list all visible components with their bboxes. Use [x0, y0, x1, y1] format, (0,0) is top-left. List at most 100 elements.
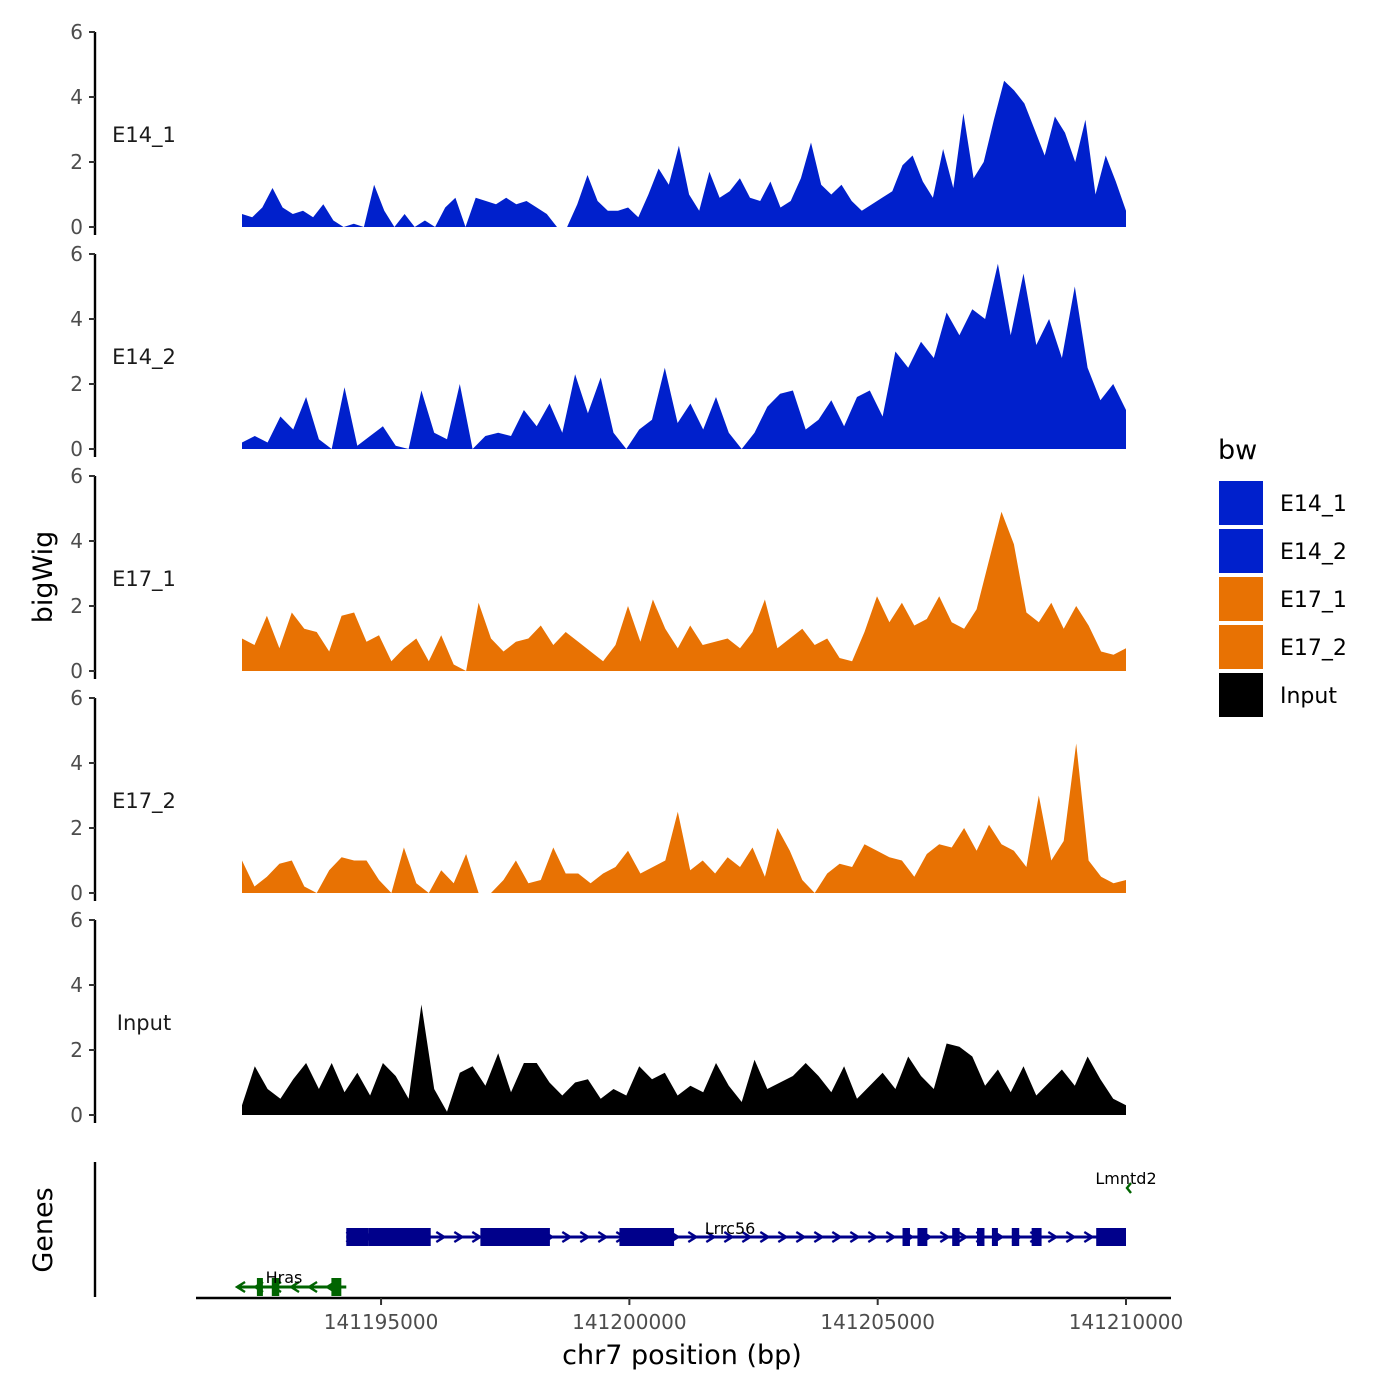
- gene-exon: [619, 1228, 675, 1246]
- y-tick-label: 2: [70, 372, 83, 396]
- gene-exon: [331, 1278, 342, 1296]
- strand-chevron: [1065, 1230, 1077, 1244]
- y-axis-title: bigWig: [28, 531, 59, 624]
- legend-label: E14_1: [1280, 492, 1347, 517]
- gene-exon: [346, 1228, 369, 1246]
- legend-label: E14_2: [1280, 540, 1347, 565]
- y-tick-label: 2: [70, 594, 83, 618]
- gene-track: Lrrc56 Hras Lmntd2: [93, 1162, 1157, 1297]
- strand-chevron: [306, 1280, 318, 1294]
- legend-swatch-E14_2: [1219, 529, 1263, 573]
- gene-exon: [991, 1228, 998, 1246]
- area-series-E14_1: [242, 80, 1126, 227]
- track-E17_2: 0 2 4 6 E17_2: [70, 686, 1126, 905]
- gene-exon: [902, 1228, 910, 1246]
- y-tick-label: 4: [70, 529, 83, 553]
- strand-chevron: [957, 1230, 969, 1244]
- y-tick-label: 6: [70, 242, 83, 266]
- y-tick-label: 0: [70, 215, 83, 239]
- strand-chevron: [741, 1230, 753, 1244]
- y-tick-label: 4: [70, 307, 83, 331]
- gene-exon: [480, 1228, 550, 1246]
- y-tick-label: 4: [70, 973, 83, 997]
- gene-exon: [952, 1228, 960, 1246]
- gene-label: Lmntd2: [1095, 1169, 1156, 1188]
- x-tick-label: 141195000: [324, 1310, 439, 1334]
- legend-swatch-E14_1: [1219, 481, 1263, 525]
- strand-chevron: [687, 1230, 699, 1244]
- gene-Hras: Hras: [234, 1268, 347, 1296]
- gene-Lmntd2: Lmntd2: [1095, 1169, 1157, 1194]
- legend-swatch-E17_1: [1219, 577, 1263, 621]
- y-tick-label: 0: [70, 1103, 83, 1127]
- y-tick-label: 2: [70, 150, 83, 174]
- gene-exon: [1031, 1228, 1042, 1246]
- y-tick-label: 6: [70, 908, 83, 932]
- x-axis-ticks: 141195000 141200000 141205000 141210000: [324, 1298, 1183, 1334]
- y-tick-label: 6: [70, 464, 83, 488]
- area-series-E17_1: [242, 511, 1126, 671]
- track-label: E17_2: [112, 789, 176, 814]
- legend: bw E14_1 E14_2 E17_1 E17_2 Input: [1218, 435, 1347, 717]
- strand-chevron: [831, 1230, 843, 1244]
- y-tick-label: 0: [70, 881, 83, 905]
- track-label: E17_1: [112, 567, 176, 592]
- gene-exon: [256, 1278, 263, 1296]
- area-series-E17_2: [242, 743, 1126, 893]
- strand-chevron: [723, 1230, 735, 1244]
- y-tick-label: 4: [70, 85, 83, 109]
- gene-exon: [368, 1228, 431, 1246]
- strand-chevron: [597, 1230, 609, 1244]
- legend-label: E17_2: [1280, 636, 1347, 661]
- strand-chevron: [759, 1230, 771, 1244]
- gene-Lrrc56: Lrrc56: [345, 1219, 1126, 1246]
- gene-exon: [1096, 1228, 1126, 1246]
- strand-chevron: [1125, 1182, 1132, 1194]
- y-tick-label: 2: [70, 816, 83, 840]
- strand-chevron: [435, 1230, 447, 1244]
- y-tick-label: 0: [70, 659, 83, 683]
- y-tick-label: 2: [70, 1038, 83, 1062]
- track-E14_2: 0 2 4 6 E14_2: [70, 242, 1126, 461]
- strand-chevron: [777, 1230, 789, 1244]
- strand-chevron: [234, 1280, 246, 1294]
- legend-title: bw: [1218, 435, 1257, 466]
- y-tick-label: 0: [70, 437, 83, 461]
- x-tick-label: 141205000: [820, 1310, 935, 1334]
- strand-chevron: [939, 1230, 951, 1244]
- strand-chevron: [705, 1230, 717, 1244]
- strand-chevron: [813, 1230, 825, 1244]
- x-tick-label: 141210000: [1069, 1310, 1184, 1334]
- x-tick-label: 141200000: [572, 1310, 687, 1334]
- strand-chevron: [795, 1230, 807, 1244]
- gene-exon: [917, 1228, 928, 1246]
- genes-axis-title: Genes: [28, 1187, 59, 1272]
- gene-exon: [1011, 1228, 1020, 1246]
- gene-exon: [271, 1278, 280, 1296]
- y-tick-label: 6: [70, 686, 83, 710]
- strand-chevron: [561, 1230, 573, 1244]
- strand-chevron: [288, 1280, 300, 1294]
- track-label: E14_1: [112, 123, 176, 148]
- legend-swatch-Input: [1219, 673, 1263, 717]
- strand-chevron: [471, 1230, 483, 1244]
- y-tick-label: 4: [70, 751, 83, 775]
- strand-chevron: [579, 1230, 591, 1244]
- track-E14_1: 0 2 4 6 E14_1: [70, 20, 1126, 239]
- gene-exon: [977, 1228, 985, 1246]
- legend-swatch-E17_2: [1219, 625, 1263, 669]
- gene-label: Lrrc56: [705, 1219, 756, 1238]
- y-tick-label: 6: [70, 20, 83, 44]
- strand-chevron: [1083, 1230, 1095, 1244]
- track-label: E14_2: [112, 345, 176, 370]
- legend-label: E17_1: [1280, 588, 1347, 613]
- gene-label: Hras: [266, 1268, 303, 1287]
- strand-chevron: [453, 1230, 465, 1244]
- track-Input: 0 2 4 6 Input: [70, 908, 1126, 1127]
- track-E17_1: 0 2 4 6 E17_1: [70, 464, 1126, 683]
- legend-label: Input: [1280, 684, 1337, 709]
- track-label: Input: [117, 1011, 171, 1035]
- area-series-Input: [242, 1004, 1126, 1115]
- strand-chevron: [867, 1230, 879, 1244]
